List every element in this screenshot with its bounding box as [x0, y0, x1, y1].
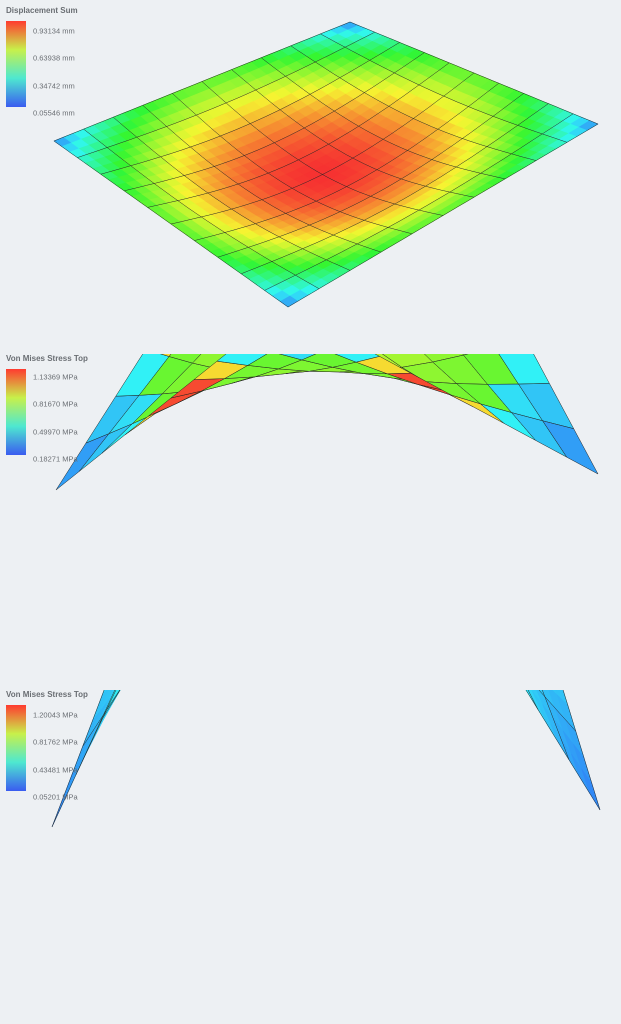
mesh-cell — [100, 690, 113, 710]
legend-label-max: 0.93134 mm — [33, 26, 75, 36]
mesh-line — [82, 690, 120, 747]
legend-label-max: 1.20043 MPa — [33, 710, 78, 720]
stress-smooth-mesh — [51, 690, 601, 828]
legend-label-upper: 0.81670 MPa — [33, 399, 78, 409]
mesh-cell — [216, 354, 268, 366]
mesh-cell — [278, 354, 317, 361]
mesh-line — [261, 57, 506, 180]
legend-label-upper: 0.63938 mm — [33, 53, 75, 63]
legend-label-upper: 0.81762 MPa — [33, 737, 78, 747]
mesh-line — [51, 690, 105, 828]
mesh-cell — [102, 690, 107, 694]
mesh-line — [264, 113, 574, 291]
mesh-line — [194, 83, 499, 241]
stress-smooth-panel: Von Mises Stress Top 1.20043 MPa 0.81762… — [0, 690, 621, 1002]
mesh-line — [231, 69, 475, 198]
mesh-line — [241, 103, 549, 275]
mesh-line — [287, 123, 599, 308]
legend-colorbar — [6, 369, 26, 455]
mesh-cell — [542, 420, 599, 475]
legend-colorbar — [6, 705, 26, 791]
legend-title: Von Mises Stress Top — [6, 354, 88, 363]
legend-label-lower: 0.43481 MPa — [33, 765, 78, 775]
mesh-line — [538, 690, 576, 732]
mesh-line — [527, 690, 539, 710]
mesh-line — [201, 81, 444, 216]
mesh-cell — [160, 354, 172, 357]
mesh-cell — [525, 690, 528, 694]
mesh-line — [217, 93, 524, 258]
mesh-line — [51, 690, 116, 828]
displacement-panel: Displacement Sum 0.93134 mm 0.63938 mm 0… — [0, 6, 621, 324]
displacement-mesh — [53, 21, 599, 308]
legend-label-lower: 0.49970 MPa — [33, 427, 78, 437]
stress-discrete-panel: Von Mises Stress Top 1.13369 MPa 0.81670… — [0, 354, 621, 664]
legend-title: Displacement Sum — [6, 6, 78, 15]
stress-discrete-mesh — [55, 354, 599, 491]
legend-label-max: 1.13369 MPa — [33, 372, 78, 382]
mesh-line — [525, 690, 601, 811]
legend-label-min: 0.18271 MPa — [33, 454, 78, 464]
legend-label-min: 0.05201 MPa — [33, 792, 78, 802]
mesh-cell — [168, 354, 202, 364]
legend-label-lower: 0.34742 mm — [33, 81, 75, 91]
mesh-cell — [581, 768, 601, 811]
mesh-line — [349, 21, 599, 125]
mesh-line — [320, 33, 568, 143]
mesh-line — [75, 690, 117, 776]
mesh-line — [99, 690, 121, 724]
legend-title: Von Mises Stress Top — [6, 690, 88, 699]
mesh-cell — [117, 690, 119, 692]
legend-colorbar — [6, 21, 26, 107]
legend-label-min: 0.05546 mm — [33, 108, 75, 118]
mesh-line — [290, 45, 537, 161]
